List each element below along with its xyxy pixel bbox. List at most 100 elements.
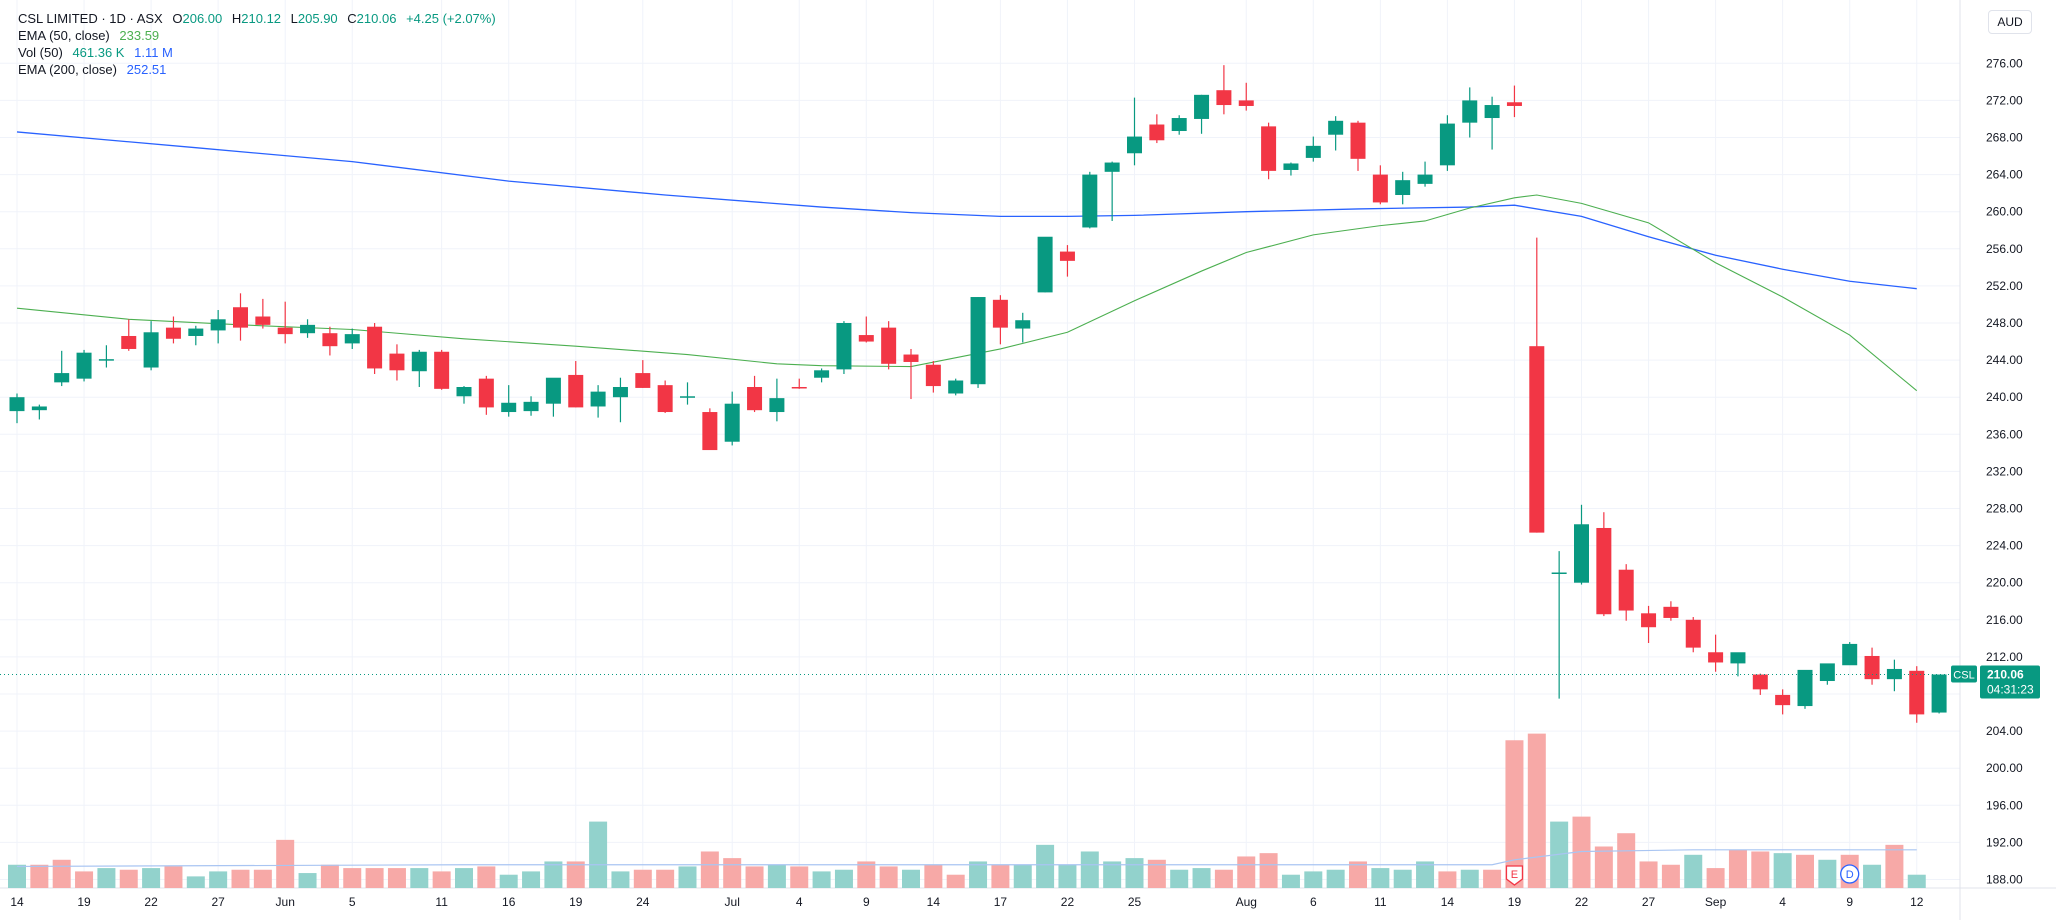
candle [1037, 236, 1053, 293]
volume-bar [946, 874, 965, 888]
high-label: H [231, 11, 242, 26]
candle [1574, 504, 1589, 585]
volume-label: Vol (50) [18, 45, 63, 60]
volume-bar [432, 871, 451, 888]
price-tick-label: 228.00 [1986, 502, 2023, 516]
candle-body [925, 364, 941, 387]
volume-bar [1527, 733, 1546, 888]
currency-button[interactable]: AUD [1988, 10, 2032, 34]
candle [970, 297, 986, 388]
volume-bar [1572, 816, 1591, 888]
chart-legend: CSL LIMITED · 1D · ASX O206.00 H210.12 L… [18, 10, 496, 78]
volume-bar [656, 869, 675, 888]
volume-bar [1237, 856, 1256, 888]
candle-body [724, 403, 740, 442]
volume-bar [164, 866, 183, 888]
candle-body [1529, 346, 1545, 533]
candle-body [210, 319, 226, 331]
candle [1730, 652, 1746, 677]
candle-body [836, 323, 852, 370]
volume-bar [1661, 864, 1680, 888]
candle [434, 349, 450, 390]
time-tick-label: 19 [1508, 895, 1522, 909]
candle [523, 396, 539, 416]
volume-bar [857, 861, 876, 888]
price-tick-label: 244.00 [1986, 353, 2023, 367]
price-tick-label: 272.00 [1986, 93, 2023, 107]
volume-bar [879, 866, 898, 888]
candle-body [769, 398, 785, 413]
volume-bar [1393, 869, 1412, 888]
candle-body [970, 297, 986, 385]
candle [1462, 87, 1478, 138]
candle-body [411, 351, 427, 372]
volume-bar [1371, 868, 1390, 888]
price-tag-countdown: 04:31:23 [1987, 683, 2034, 697]
volume-bar [969, 861, 988, 888]
candle [1350, 120, 1366, 171]
candle [925, 361, 941, 393]
candle-body [1350, 122, 1366, 159]
ema200-row[interactable]: EMA (200, close) 252.51 [18, 61, 496, 78]
candle [858, 316, 874, 343]
candle [31, 404, 47, 420]
price-tick-label: 212.00 [1986, 650, 2023, 664]
volume-bar [1214, 869, 1233, 888]
candle [612, 377, 628, 423]
volume-bar [320, 864, 339, 888]
candle [1194, 94, 1210, 134]
candle-body [1685, 619, 1701, 648]
candle-body [1417, 174, 1433, 184]
low-value: 205.90 [297, 11, 338, 26]
open-label: O [172, 11, 183, 26]
price-axis: 188.00192.00196.00200.00204.00208.00212.… [1986, 56, 2023, 886]
candle-body [747, 386, 763, 411]
price-tick-label: 196.00 [1986, 798, 2023, 812]
candle [1372, 165, 1388, 205]
candle-body [344, 334, 360, 344]
volume-bar [767, 864, 786, 888]
candle-body [1305, 145, 1321, 158]
time-tick-label: 22 [1061, 895, 1075, 909]
candle-body [1439, 123, 1455, 166]
earnings-marker[interactable]: E [1505, 865, 1524, 886]
candle [98, 345, 114, 368]
low-label: L [290, 11, 298, 26]
candle-body [1216, 90, 1232, 106]
candle [568, 361, 584, 408]
time-tick-label: 22 [144, 895, 158, 909]
price-tick-label: 252.00 [1986, 279, 2023, 293]
candle [255, 298, 271, 329]
candle [1663, 601, 1679, 621]
volume-bar [477, 866, 496, 888]
candle-body [1082, 174, 1098, 228]
candle-body [702, 412, 718, 451]
volume-bar [1907, 874, 1926, 888]
candle-body [858, 335, 874, 342]
candle [769, 378, 785, 422]
dividend-marker[interactable]: D [1840, 864, 1860, 884]
candle [1328, 116, 1344, 151]
price-tick-label: 256.00 [1986, 242, 2023, 256]
time-tick-label: 11 [1374, 895, 1387, 909]
volume-bar [1036, 844, 1055, 888]
candle [121, 319, 137, 351]
volume-bar [1483, 869, 1502, 888]
price-tick-label: 236.00 [1986, 427, 2023, 441]
candle-body [523, 401, 539, 412]
candle [1082, 171, 1098, 229]
time-tick-label: 9 [863, 895, 870, 909]
candle-body [1596, 527, 1612, 615]
candle-body [1238, 100, 1254, 106]
candle [1641, 605, 1657, 643]
volume-bar [1505, 740, 1524, 888]
volume-row[interactable]: Vol (50) 461.36 K 1.11 M [18, 44, 496, 61]
candle-body [1171, 118, 1187, 132]
ema50-row[interactable]: EMA (50, close) 233.59 [18, 27, 496, 44]
time-tick-label: 16 [502, 895, 516, 909]
candle-body [1708, 652, 1724, 663]
symbol-row[interactable]: CSL LIMITED · 1D · ASX O206.00 H210.12 L… [18, 10, 496, 27]
candle-body [1059, 251, 1075, 261]
